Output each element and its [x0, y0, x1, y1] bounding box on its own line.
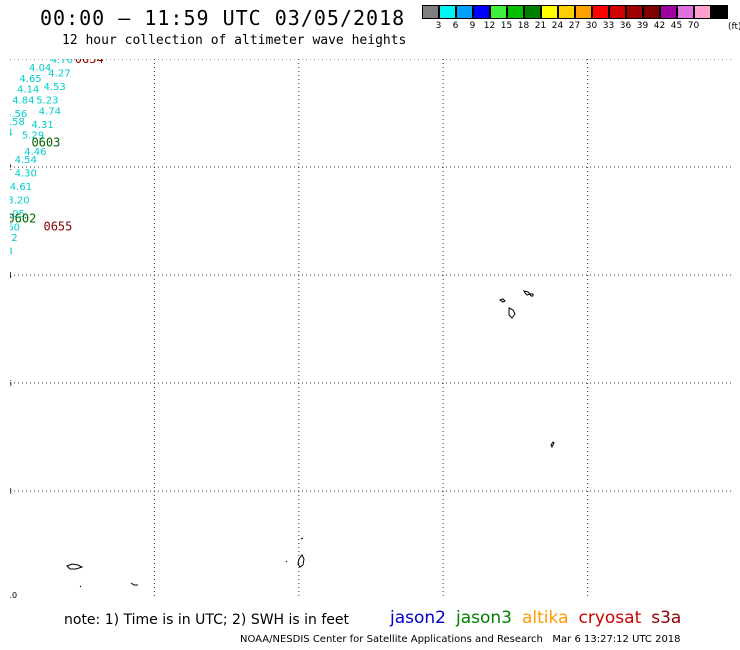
wave-height-label: 3.20 — [10, 195, 30, 206]
color-swatch — [439, 5, 456, 19]
color-scale-label: 18 — [517, 21, 530, 31]
island-shape — [550, 441, 555, 449]
wave-height-label: 4.30 — [15, 168, 37, 179]
island-shape — [498, 298, 506, 303]
color-swatch — [694, 5, 711, 19]
credit-org: NOAA/NESDIS Center for Satellite Applica… — [240, 634, 543, 645]
color-scale-label: 6 — [452, 21, 459, 31]
coastline-islands — [66, 290, 555, 588]
wave-height-label: 4.14 — [17, 85, 39, 96]
color-scale-label: 24 — [551, 21, 564, 31]
color-swatch — [507, 5, 524, 19]
color-scale-label: 33 — [602, 21, 615, 31]
island-shape — [508, 307, 516, 319]
color-swatch — [575, 5, 592, 19]
color-scale-label: 30 — [585, 21, 598, 31]
color-scale-label: 45 — [670, 21, 683, 31]
wave-height-label: 4.05 — [10, 209, 25, 220]
pass-time-label: 0655 — [43, 219, 72, 233]
wave-height-map: 0-2-4-6-8-10454851545760 4.764.044.274.6… — [10, 59, 732, 599]
wave-height-label: 4.63 — [10, 247, 13, 258]
wave-height-label: 4.74 — [39, 106, 61, 117]
wave-height-label: 4.65 — [19, 74, 41, 85]
satellite-legend-item: altika — [522, 608, 569, 628]
pass-time-label: 0602 — [10, 211, 36, 225]
wave-height-label: 4.56 — [10, 109, 27, 120]
credit-timestamp: Mar 6 13:27:12 UTC 2018 — [552, 634, 681, 645]
color-scale-unit: (ft) — [728, 22, 740, 32]
color-scale-label: 12 — [483, 21, 496, 31]
color-swatch — [524, 5, 541, 19]
wave-height-label: 5.23 — [36, 96, 58, 107]
satellite-legend-item: s3a — [651, 608, 682, 628]
island-shape — [297, 554, 305, 568]
color-scale-label: 15 — [500, 21, 513, 31]
wave-height-label: 5.29 — [22, 131, 44, 142]
note-text: note: 1) Time is in UTC; 2) SWH is in fe… — [64, 612, 350, 628]
y-tick-label: -2 — [10, 163, 12, 172]
satellite-legend-item: jason2 — [390, 608, 446, 628]
island-shape — [130, 582, 138, 586]
color-scale-labels: 3 6 9 12 15 18 21 24 27 30 33 36 39 42 45 70 — [422, 21, 728, 31]
wave-height-label: 4.53 — [43, 82, 65, 93]
color-scale-label: 36 — [619, 21, 632, 31]
island-shape — [66, 563, 84, 570]
map-grid — [10, 59, 732, 599]
y-tick-label: -8 — [10, 487, 12, 496]
map-subtitle: 12 hour collection of altimeter wave hei… — [62, 33, 407, 48]
island-shape — [523, 290, 534, 297]
wave-height-label: 4.27 — [48, 69, 70, 80]
map-title: 00:00 – 11:59 UTC 03/05/2018 — [40, 6, 406, 30]
color-swatch — [558, 5, 575, 19]
wave-height-label: 4.61 — [10, 182, 32, 193]
color-scale-label: 3 — [435, 21, 442, 31]
pass-time-labels: 0654 0603 0602 0655 — [10, 59, 104, 233]
color-swatch — [541, 5, 558, 19]
color-scale-label: 39 — [636, 21, 649, 31]
color-swatch — [456, 5, 473, 19]
credit-line: NOAA/NESDIS Center for Satellite Applica… — [240, 634, 681, 645]
y-tick-label: -4 — [10, 271, 12, 280]
color-scale-swatches — [422, 5, 728, 19]
pass-time-label: 0603 — [31, 136, 60, 150]
color-swatch — [643, 5, 660, 19]
color-scale-label: 27 — [568, 21, 581, 31]
color-swatch — [711, 5, 728, 19]
color-swatch — [609, 5, 626, 19]
color-scale-label: 21 — [534, 21, 547, 31]
wave-height-label: 4.04 — [29, 63, 51, 74]
wave-height-label: 4.58 — [10, 117, 25, 128]
island-shape — [79, 585, 82, 588]
wave-height-label: 4.54 — [15, 155, 37, 166]
color-swatch — [592, 5, 609, 19]
wave-height-label: 4.60 — [10, 222, 20, 233]
color-swatch — [677, 5, 694, 19]
color-scale-label: 70 — [687, 21, 700, 31]
wave-height-label: 4.34 — [10, 128, 13, 139]
color-swatch — [473, 5, 490, 19]
pass-time-label: 0654 — [75, 59, 104, 66]
island-shape — [300, 537, 304, 540]
wave-height-label: 4.46 — [24, 147, 46, 158]
satellite-legend-item: jason3 — [456, 608, 512, 628]
axis-tick-labels: 0-2-4-6-8-10454851545760 — [10, 163, 17, 599]
island-shape — [285, 560, 288, 563]
color-swatch — [490, 5, 507, 19]
color-swatch — [422, 5, 439, 19]
y-tick-label: -10 — [10, 591, 17, 599]
color-swatch — [660, 5, 677, 19]
satellite-legend: jason2 jason3 altika cryosat s3a — [390, 608, 681, 628]
color-scale-label: 9 — [469, 21, 476, 31]
wave-height-labels: 4.764.044.27 4.654.53 4.144.845.234.74 4.56… — [10, 59, 73, 258]
y-tick-label: -6 — [10, 379, 12, 388]
map-background — [10, 59, 732, 599]
wave-height-label: 4.72 — [10, 233, 18, 244]
wave-height-label: 4.84 — [12, 96, 34, 107]
color-scale-label: 42 — [653, 21, 666, 31]
color-swatch — [626, 5, 643, 19]
wave-height-label: 4.31 — [31, 120, 53, 131]
satellite-legend-item: cryosat — [578, 608, 642, 628]
wave-height-label: 4.76 — [51, 59, 73, 66]
